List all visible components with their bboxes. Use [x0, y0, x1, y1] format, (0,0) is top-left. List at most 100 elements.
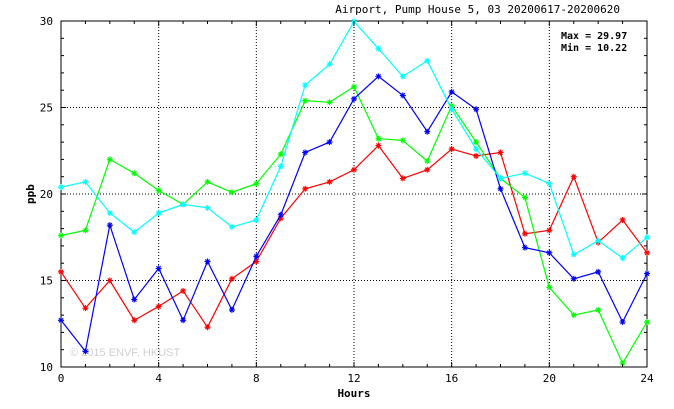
- data-point: [253, 258, 260, 265]
- data-point: [644, 319, 650, 326]
- data-point: [595, 306, 602, 313]
- grid-lines: [61, 21, 647, 367]
- x-tick-label: 8: [253, 372, 260, 385]
- data-point: [521, 244, 528, 251]
- data-point: [595, 268, 602, 275]
- data-point: [546, 249, 553, 256]
- data-point: [570, 173, 577, 180]
- data-point: [473, 139, 480, 146]
- x-axis-label: Hours: [337, 387, 370, 400]
- data-point: [204, 204, 211, 211]
- data-point: [497, 149, 504, 156]
- data-point: [82, 305, 89, 312]
- data-point: [180, 287, 187, 294]
- data-point: [521, 230, 528, 237]
- data-point: [473, 152, 480, 159]
- data-point: [619, 319, 626, 326]
- data-point: [619, 360, 626, 367]
- data-point: [399, 92, 406, 99]
- data-point: [106, 210, 113, 217]
- data-point: [326, 99, 333, 106]
- data-point: [155, 265, 162, 272]
- data-point: [351, 166, 357, 173]
- data-point: [277, 211, 284, 218]
- data-point: [82, 348, 89, 355]
- data-point: [131, 229, 138, 236]
- data-point: [106, 222, 113, 229]
- data-point: [619, 216, 626, 223]
- data-point: [106, 277, 113, 284]
- data-point: [204, 258, 211, 265]
- data-point: [424, 128, 431, 135]
- y-tick-label: 25: [40, 102, 53, 115]
- data-point: [448, 102, 455, 109]
- data-point: [473, 146, 480, 153]
- data-point: [228, 223, 235, 230]
- data-point: [82, 178, 89, 185]
- data-point: [204, 178, 211, 185]
- data-point: [448, 88, 455, 95]
- data-point: [644, 270, 650, 277]
- data-point: [399, 137, 406, 144]
- data-point: [155, 210, 162, 217]
- data-point: [473, 106, 480, 113]
- data-point: [302, 149, 309, 156]
- chart-title: Airport, Pump House 5, 03 20200617-20200…: [335, 3, 620, 16]
- data-point: [448, 106, 455, 113]
- series-3: [58, 73, 650, 355]
- y-tick-label: 30: [40, 15, 53, 28]
- y-tick-label: 15: [40, 275, 53, 288]
- data-point: [155, 187, 162, 194]
- data-point: [302, 185, 309, 192]
- data-point: [106, 156, 113, 163]
- data-point: [131, 296, 138, 303]
- data-point: [253, 180, 260, 187]
- series-group: [58, 18, 650, 367]
- data-point: [521, 194, 528, 201]
- annotation-min: Min = 10.22: [561, 42, 627, 54]
- data-point: [253, 253, 260, 260]
- data-point: [131, 317, 138, 324]
- data-point: [58, 268, 64, 275]
- x-tick-label: 20: [543, 372, 556, 385]
- data-point: [326, 178, 333, 185]
- x-tick-label: 0: [58, 372, 65, 385]
- series-1: [58, 142, 650, 331]
- data-point: [375, 73, 382, 80]
- data-point: [448, 146, 455, 153]
- data-point: [228, 189, 235, 196]
- data-point: [131, 170, 138, 177]
- x-tick-label: 4: [155, 372, 162, 385]
- data-point: [277, 151, 284, 158]
- data-point: [424, 158, 431, 165]
- data-point: [155, 303, 162, 310]
- data-point: [302, 82, 309, 89]
- data-point: [375, 135, 382, 142]
- data-point: [570, 312, 577, 319]
- data-point: [351, 95, 357, 102]
- data-point: [546, 284, 553, 291]
- series-2: [58, 83, 650, 367]
- data-point: [228, 275, 235, 282]
- data-point: [497, 185, 504, 192]
- data-point: [595, 237, 602, 244]
- data-point: [204, 324, 211, 331]
- axis-ticks: 0 4 8 12 16 20 24 10 15 20 25 30: [40, 15, 654, 385]
- data-point: [619, 255, 626, 262]
- data-point: [58, 317, 64, 324]
- y-tick-label: 10: [40, 361, 53, 374]
- series-line: [60, 144, 648, 329]
- data-point: [521, 170, 528, 177]
- data-point: [82, 227, 89, 234]
- watermark: © 2015 ENVF, HKUST: [70, 347, 180, 359]
- data-point: [546, 180, 553, 187]
- data-point: [253, 216, 260, 223]
- data-point: [351, 83, 357, 90]
- x-tick-label: 24: [640, 372, 654, 385]
- data-point: [644, 249, 650, 256]
- y-tick-label: 20: [40, 188, 53, 201]
- data-point: [644, 234, 650, 241]
- data-point: [570, 251, 577, 258]
- data-point: [497, 175, 504, 182]
